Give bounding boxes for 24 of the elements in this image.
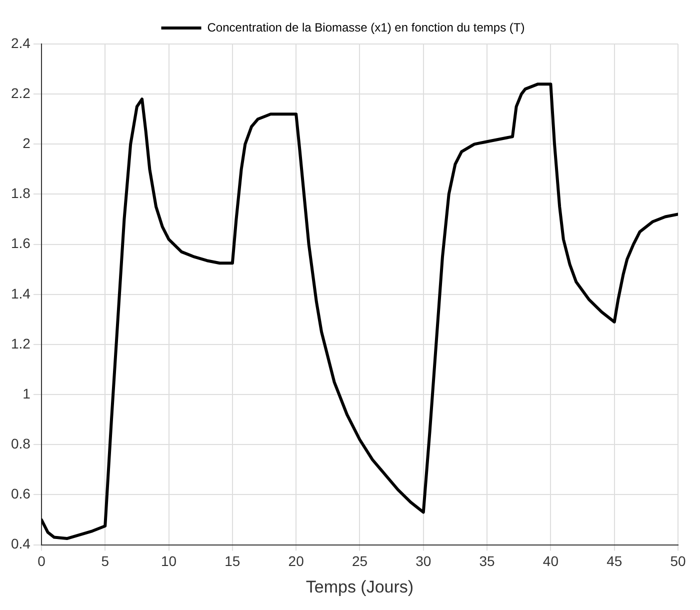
x-tick-label: 35 (479, 553, 496, 570)
y-tick-label: 2.4 (10, 34, 31, 51)
x-tick-label: 20 (288, 553, 304, 570)
x-tick-label: 25 (352, 553, 368, 570)
x-tick-label: 30 (416, 553, 432, 570)
y-tick-label: 1.2 (10, 335, 31, 352)
x-tick-label: 15 (224, 553, 240, 570)
x-tick-label: 50 (670, 553, 686, 570)
x-tick-label: 10 (160, 553, 177, 570)
y-tick-label: 0.8 (10, 436, 31, 452)
y-tick-label: 1 (22, 385, 31, 402)
y-tick-label: 1.6 (10, 235, 31, 252)
y-tick-label: 0.6 (10, 486, 31, 502)
y-tick-label: 1.8 (10, 185, 31, 202)
x-tick-label: 5 (101, 553, 110, 570)
y-tick-label: 2 (22, 135, 31, 152)
y-tick-label: 1.4 (10, 285, 31, 302)
y-tick-label: 2.2 (10, 84, 31, 101)
x-tick-label: 45 (606, 553, 622, 570)
x-axis-title: Temps (Jours) (306, 577, 414, 596)
y-tick-label: 0.4 (10, 536, 31, 552)
x-tick-label: 40 (542, 553, 559, 570)
legend-label: Concentration de la Biomasse (x1) en fonction du temps (T) (207, 20, 525, 34)
x-tick-label: 0 (38, 553, 46, 570)
